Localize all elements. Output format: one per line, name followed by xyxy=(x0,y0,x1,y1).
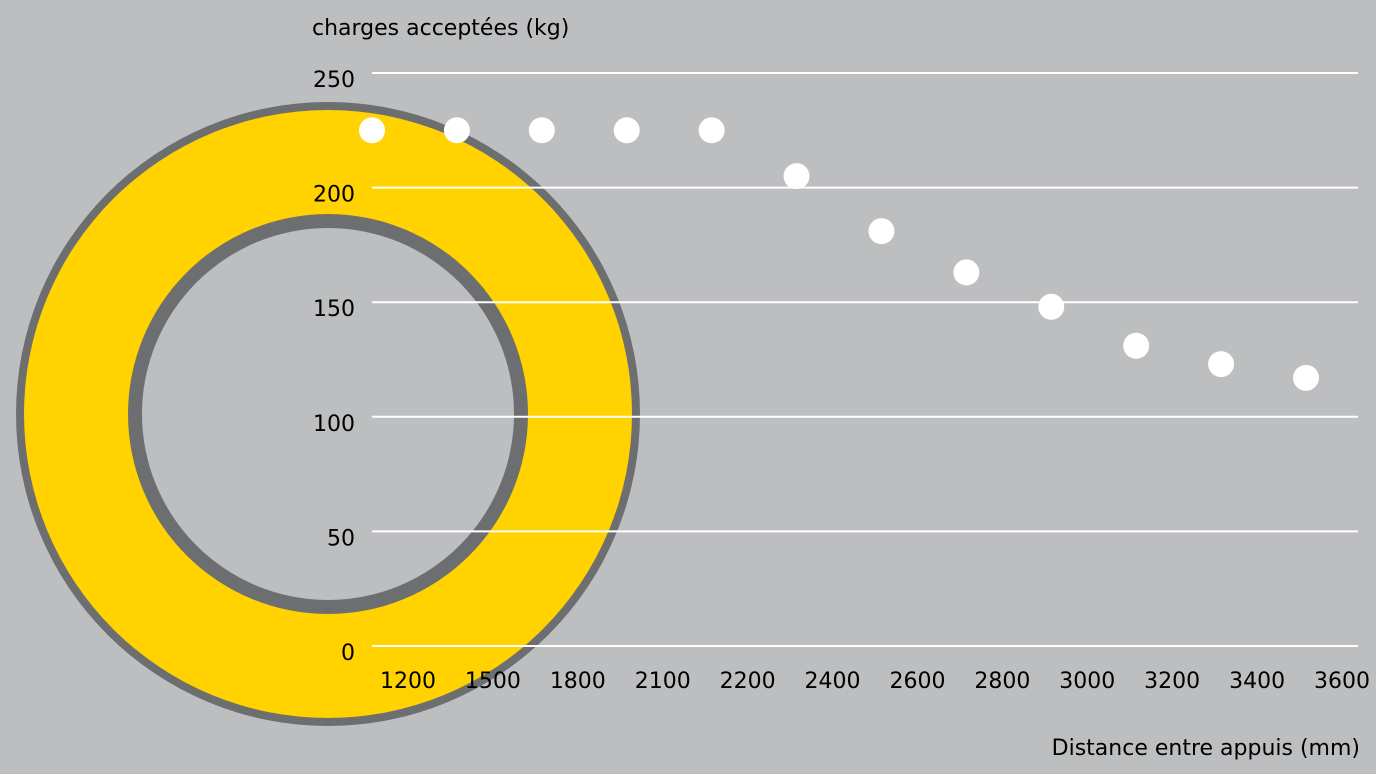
x-tick-label: 2400 xyxy=(805,669,861,694)
y-tick-label: 150 xyxy=(313,297,355,322)
data-point xyxy=(613,117,640,144)
ring-center xyxy=(142,228,514,600)
data-point xyxy=(953,259,980,286)
data-point xyxy=(1038,293,1065,320)
x-tick-label: 2800 xyxy=(974,669,1030,694)
x-axis-label: Distance entre appuis (mm) xyxy=(1051,736,1360,761)
x-tick-labels: 1200 1500 1800 2100 2200 2400 2600 2800 3000 3200… xyxy=(380,669,1370,694)
data-point xyxy=(698,117,725,144)
x-tick-label: 1500 xyxy=(465,669,521,694)
x-tick-label: 3200 xyxy=(1144,669,1200,694)
y-tick-label: 50 xyxy=(327,526,355,551)
data-point xyxy=(443,117,470,144)
y-tick-label: 0 xyxy=(341,641,355,666)
y-tick-label: 250 xyxy=(313,68,355,93)
data-point xyxy=(1293,364,1319,391)
data-point xyxy=(359,117,385,144)
y-tick-label: 200 xyxy=(313,183,355,208)
data-point xyxy=(528,117,555,144)
data-point xyxy=(1208,351,1235,378)
data-point xyxy=(783,163,810,190)
data-points xyxy=(359,117,1319,391)
x-tick-label: 3400 xyxy=(1229,669,1285,694)
x-tick-label: 2600 xyxy=(889,669,945,694)
x-tick-label: 3000 xyxy=(1059,669,1115,694)
y-tick-labels: 0 50 100 150 200 250 xyxy=(313,68,355,666)
x-tick-label: 1200 xyxy=(380,669,436,694)
y-axis-label: charges acceptées (kg) xyxy=(312,16,570,41)
x-tick-label: 2200 xyxy=(720,669,776,694)
x-tick-label: 2100 xyxy=(635,669,691,694)
x-tick-label: 1800 xyxy=(550,669,606,694)
y-tick-label: 100 xyxy=(313,412,355,437)
ring-decoration xyxy=(16,102,640,726)
x-tick-label: 3600 xyxy=(1314,669,1370,694)
data-point xyxy=(868,218,895,245)
data-point xyxy=(1123,332,1150,359)
gridlines xyxy=(372,72,1358,647)
